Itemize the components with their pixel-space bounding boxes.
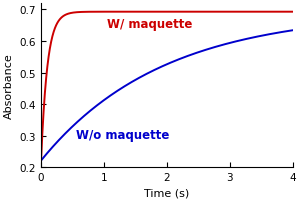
Text: W/o maquette: W/o maquette: [76, 128, 169, 141]
Y-axis label: Absorbance: Absorbance: [4, 53, 14, 119]
X-axis label: Time (s): Time (s): [144, 188, 189, 198]
Text: W/ maquette: W/ maquette: [107, 18, 193, 31]
